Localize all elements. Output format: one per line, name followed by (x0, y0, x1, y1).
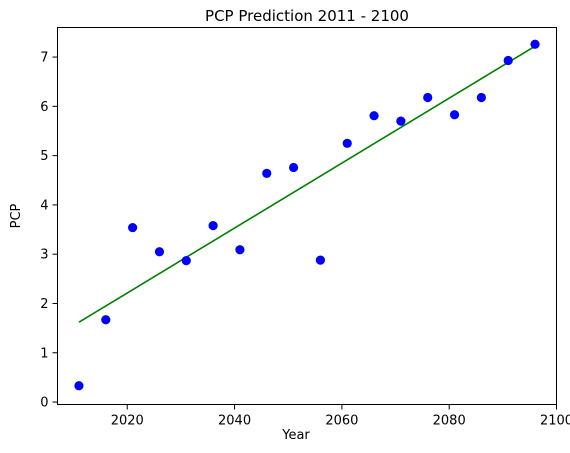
y-axis-label: PCP (9, 203, 24, 228)
series-layer (74, 39, 540, 391)
y-axis: 0 1 2 3 4 5 6 7 (40, 51, 58, 411)
y-tick-label: 6 (40, 100, 48, 115)
scatter-point (530, 39, 540, 49)
x-tick-label: 2100 (540, 414, 570, 429)
x-axis: 2020 2040 2060 2080 2100 (111, 404, 570, 429)
scatter-point (74, 381, 84, 391)
y-tick-label: 4 (40, 198, 48, 213)
x-tick-label: 2080 (433, 414, 466, 429)
scatter-point (423, 92, 433, 103)
scatter-point (369, 111, 379, 121)
x-axis-label: Year (281, 428, 310, 443)
scatter-point (476, 92, 486, 103)
scatter-point (262, 168, 272, 178)
scatter-point (128, 222, 138, 233)
y-tick-label: 3 (40, 248, 48, 263)
y-tick-label: 0 (40, 396, 48, 411)
scatter-point (101, 315, 111, 325)
scatter-point (503, 55, 513, 66)
scatter-point (154, 247, 165, 257)
x-tick-label: 2020 (111, 414, 144, 429)
scatter-point (288, 162, 299, 173)
plot-area-frame (57, 27, 557, 405)
trend-line (78, 45, 536, 323)
y-tick-label: 1 (40, 346, 48, 361)
x-tick-label: 2060 (325, 414, 358, 429)
scatter-point (315, 255, 326, 265)
scatter-point (396, 116, 406, 126)
scatter-point (342, 138, 352, 148)
y-tick-label: 7 (40, 51, 48, 66)
scatter-point (208, 221, 218, 231)
scatter-point (181, 256, 191, 266)
scatter-point (235, 245, 245, 255)
y-tick-label: 5 (40, 149, 48, 164)
y-tick-label: 2 (40, 297, 48, 312)
scatter-point (449, 110, 460, 120)
x-tick-label: 2040 (218, 414, 251, 429)
chart-title: PCP Prediction 2011 - 2100 (205, 7, 409, 25)
